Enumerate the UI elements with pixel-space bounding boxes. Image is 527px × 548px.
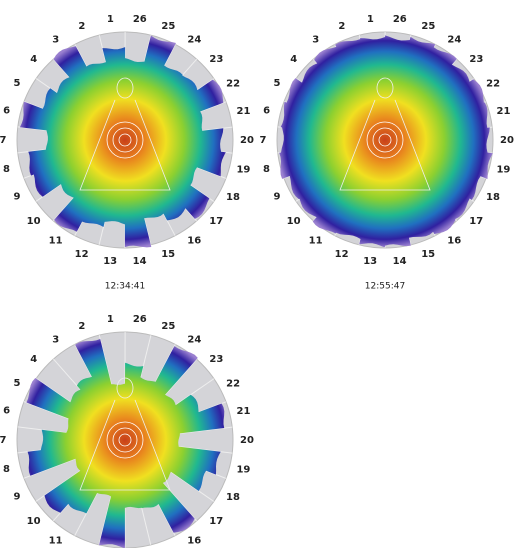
- sector-label: 3: [52, 35, 59, 46]
- sector-label: 5: [14, 378, 21, 389]
- sector-label: 24: [447, 35, 461, 46]
- sector-label: 21: [237, 406, 251, 417]
- sector-label: 6: [3, 406, 10, 417]
- sector-label: 25: [161, 21, 175, 32]
- sector-label: 14: [133, 256, 147, 267]
- sector-label: 3: [312, 35, 319, 46]
- sector-label: 4: [290, 54, 297, 65]
- sector-label: 12: [75, 249, 89, 260]
- sector-label: 24: [187, 335, 201, 346]
- sector-label: 1: [107, 314, 114, 325]
- sector-label: 23: [209, 354, 223, 365]
- sector-label: 13: [103, 256, 117, 267]
- sector-label: 18: [226, 492, 240, 503]
- sector-label: 20: [240, 135, 254, 146]
- sector-label: 6: [263, 106, 270, 117]
- sector-label: 14: [393, 256, 407, 267]
- sector-label: 21: [237, 106, 251, 117]
- sector-label: 23: [209, 54, 223, 65]
- sector-label: 22: [226, 378, 240, 389]
- sector-label: 20: [240, 435, 254, 446]
- sector-label: 22: [486, 78, 500, 89]
- sector-label: 19: [236, 164, 250, 175]
- sector-label: 25: [161, 321, 175, 332]
- sector-label: 23: [469, 54, 483, 65]
- sector-label: 2: [338, 21, 345, 32]
- sector-label: 17: [209, 516, 223, 527]
- sector-label: 8: [263, 164, 270, 175]
- sector-label: 11: [49, 535, 63, 546]
- sector-label: 2: [78, 321, 85, 332]
- sector-label: 26: [133, 314, 147, 325]
- sector-label: 8: [3, 464, 10, 475]
- sector-label: 10: [27, 216, 41, 227]
- sector-label: 1: [367, 14, 374, 25]
- sector-label: 11: [49, 235, 63, 246]
- sector-label: 7: [0, 435, 7, 446]
- sector-label: 18: [486, 192, 500, 203]
- sector-label: 20: [500, 135, 514, 146]
- sector-label: 9: [13, 192, 20, 203]
- sector-label: 16: [187, 535, 201, 546]
- sector-label: 16: [187, 235, 201, 246]
- sector-label: 3: [52, 335, 59, 346]
- sector-label: 7: [260, 135, 267, 146]
- sector-label: 18: [226, 192, 240, 203]
- sector-label: 19: [496, 164, 510, 175]
- sector-label: 24: [187, 35, 201, 46]
- sector-label: 9: [13, 492, 20, 503]
- sector-label: 5: [14, 78, 21, 89]
- sector-label: 12: [335, 249, 349, 260]
- sector-label: 10: [27, 516, 41, 527]
- sector-label: 1: [107, 14, 114, 25]
- sector-label: 11: [309, 235, 323, 246]
- sector-label: 6: [3, 106, 10, 117]
- sector-label: 26: [133, 14, 147, 25]
- sector-label: 2: [78, 21, 85, 32]
- sector-label: 15: [421, 249, 435, 260]
- sector-label: 10: [287, 216, 301, 227]
- sector-label: 4: [30, 354, 37, 365]
- sector-label: 17: [209, 216, 223, 227]
- aura-screen: 1234567891011121314151617181920212223242…: [0, 0, 527, 548]
- sector-label: 4: [30, 54, 37, 65]
- sector-label: 8: [3, 164, 10, 175]
- sector-label: 7: [0, 135, 7, 146]
- sector-label: 16: [447, 235, 461, 246]
- sector-label: 22: [226, 78, 240, 89]
- timestamp: 12:34:41: [105, 282, 145, 292]
- sector-label: 19: [236, 464, 250, 475]
- sector-label: 21: [497, 106, 511, 117]
- timestamp: 12:55:47: [365, 282, 405, 292]
- sector-label: 5: [274, 78, 281, 89]
- sector-label: 13: [363, 256, 377, 267]
- sector-label: 9: [273, 192, 280, 203]
- sector-label: 17: [469, 216, 483, 227]
- sector-label: 25: [421, 21, 435, 32]
- sector-label: 15: [161, 249, 175, 260]
- sector-label: 26: [393, 14, 407, 25]
